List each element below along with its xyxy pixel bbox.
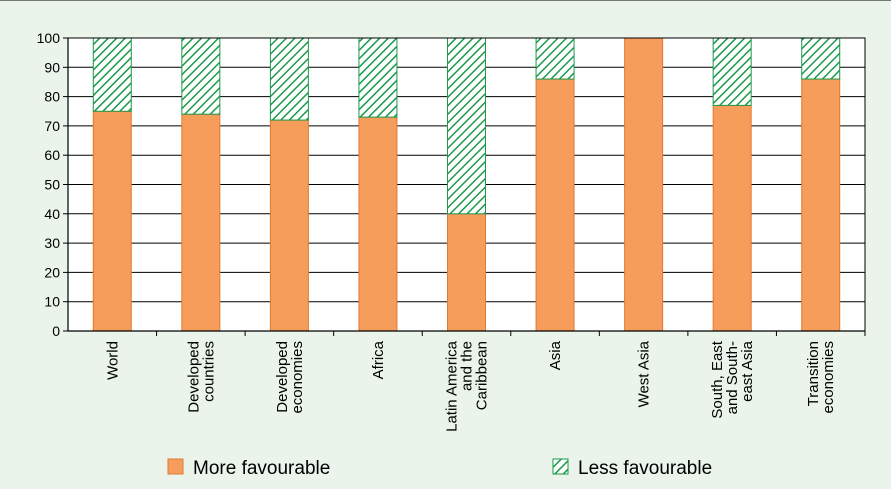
bar-more-favourable xyxy=(181,113,221,332)
x-category-label: Developed xyxy=(185,341,202,413)
bar-less-favourable xyxy=(801,37,841,80)
legend-label-less-favourable: Less favourable xyxy=(578,458,712,479)
x-category-label: and the xyxy=(459,341,476,391)
y-tick-label: 10 xyxy=(44,294,60,310)
bar-more-favourable xyxy=(92,110,132,332)
y-tick-label: 100 xyxy=(37,30,61,46)
y-tick-label: 90 xyxy=(44,59,60,75)
bar-more-favourable xyxy=(535,78,575,332)
y-tick-label: 20 xyxy=(44,264,60,280)
bar-less-favourable xyxy=(181,37,221,115)
legend: More favourable Less favourable xyxy=(167,458,712,479)
legend-label-more-favourable: More favourable xyxy=(193,458,330,479)
bar-less-favourable xyxy=(358,37,398,118)
bar-more-favourable xyxy=(624,37,664,332)
y-tick-label: 50 xyxy=(44,177,60,193)
x-category-label: Latin America xyxy=(444,340,461,432)
x-category-label: South, East xyxy=(709,340,726,418)
axes xyxy=(63,37,866,336)
x-category-label: east Asia xyxy=(739,340,756,402)
bars xyxy=(92,37,841,332)
y-tick-label: 70 xyxy=(44,118,60,134)
x-category-label: Africa xyxy=(370,340,387,379)
y-tick-label: 40 xyxy=(44,206,60,222)
x-category-label: and South- xyxy=(724,341,741,414)
x-category-label: Developed xyxy=(274,341,291,413)
bar-less-favourable xyxy=(269,37,309,121)
x-category-label: Asia xyxy=(547,340,564,370)
bar-less-favourable xyxy=(712,37,752,106)
bar-more-favourable xyxy=(358,116,398,332)
bar-more-favourable xyxy=(269,119,309,332)
bar-less-favourable xyxy=(92,37,132,112)
plot-border xyxy=(67,37,866,332)
x-category-label: World xyxy=(104,341,121,380)
x-category-label: economies xyxy=(289,341,306,414)
x-category-label: countries xyxy=(200,341,217,402)
x-category-label: West Asia xyxy=(636,340,653,407)
legend-swatch-less-favourable xyxy=(552,458,569,475)
y-tick-label: 80 xyxy=(44,89,60,105)
legend-swatch-more-favourable xyxy=(167,458,184,475)
y-tick-label: 60 xyxy=(44,147,60,163)
bar-less-favourable xyxy=(535,37,575,80)
x-category-label: Transition xyxy=(805,341,822,406)
y-tick-label: 30 xyxy=(44,235,60,251)
y-tick-labels: 0 10 20 30 40 50 60 70 80 90 100 xyxy=(37,30,61,339)
bar-more-favourable xyxy=(801,78,841,332)
bar-more-favourable xyxy=(447,213,486,332)
x-category-label: Caribbean xyxy=(474,341,491,410)
bar-more-favourable xyxy=(712,104,752,332)
x-category-label: economies xyxy=(820,341,837,414)
y-tick-label: 0 xyxy=(52,323,60,339)
bar-less-favourable xyxy=(447,37,486,215)
